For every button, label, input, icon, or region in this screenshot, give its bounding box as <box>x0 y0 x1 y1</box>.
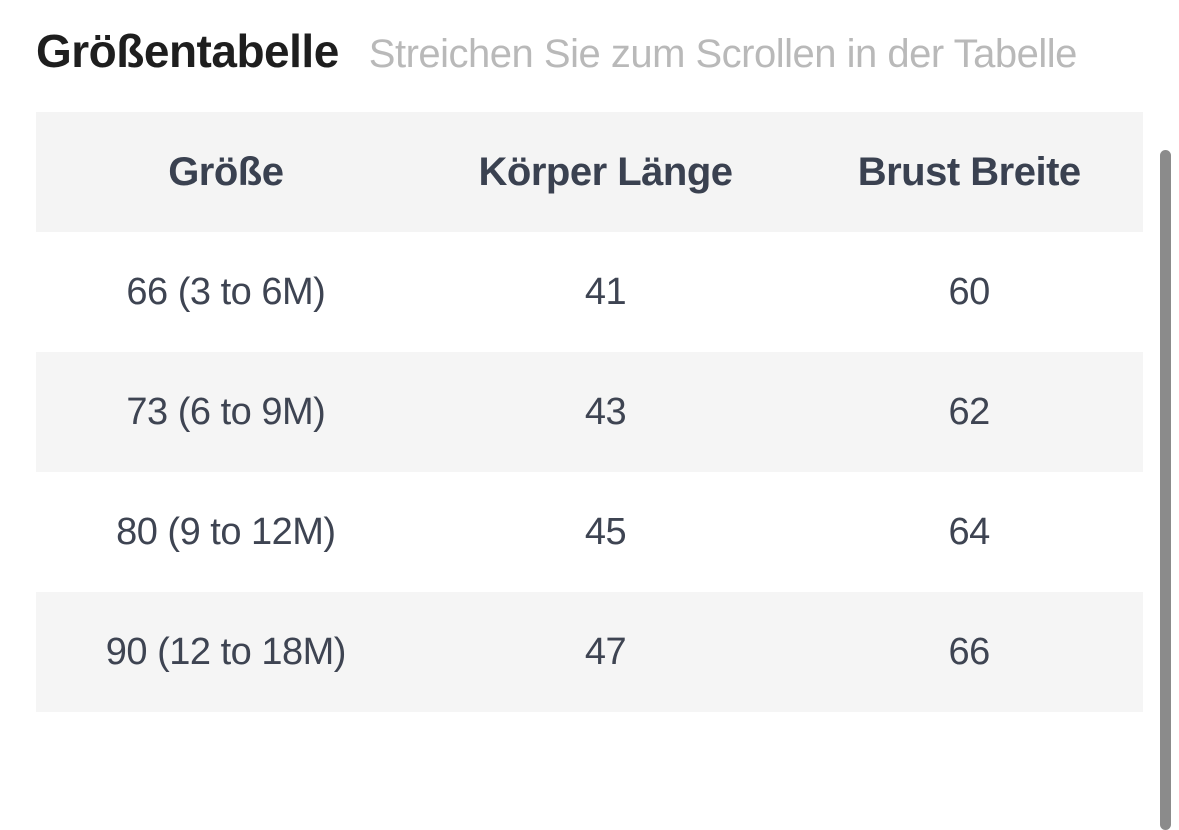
column-header-body-length: Körper Länge <box>415 112 796 232</box>
table-row: 80 (9 to 12M) 45 64 <box>36 472 1143 592</box>
cell-chest-width: 64 <box>948 510 991 553</box>
cell-size: 66 (3 to 6M) <box>126 270 326 313</box>
size-chart-header: Größentabelle Streichen Sie zum Scrollen… <box>36 0 1077 104</box>
cell-chest-width: 60 <box>948 270 991 313</box>
cell-size: 80 (9 to 12M) <box>116 510 336 553</box>
cell-body-length: 43 <box>584 390 627 433</box>
size-table-scroll-area[interactable]: Größe Körper Länge Brust Breite 66 (3 to… <box>36 112 1143 712</box>
cell-body-length: 41 <box>584 270 627 313</box>
table-row: 73 (6 to 9M) 43 62 <box>36 352 1143 472</box>
scroll-hint-text: Streichen Sie zum Scrollen in der Tabell… <box>368 32 1078 76</box>
column-header-size: Größe <box>36 112 416 232</box>
size-table: Größe Körper Länge Brust Breite 66 (3 to… <box>36 112 1143 712</box>
page-title: Größentabelle <box>36 25 339 77</box>
table-row: 90 (12 to 18M) 47 66 <box>36 592 1143 712</box>
cell-body-length: 47 <box>584 630 627 673</box>
cell-size: 90 (12 to 18M) <box>105 630 347 673</box>
cell-body-length: 45 <box>584 510 627 553</box>
table-header-row: Größe Körper Länge Brust Breite <box>36 112 1143 232</box>
table-row: 66 (3 to 6M) 41 60 <box>36 232 1143 352</box>
cell-chest-width: 62 <box>948 390 991 433</box>
cell-chest-width: 66 <box>948 630 991 673</box>
cell-size: 73 (6 to 9M) <box>126 390 326 433</box>
column-header-chest-width: Brust Breite <box>795 112 1143 232</box>
vertical-scrollbar-thumb[interactable] <box>1160 150 1171 830</box>
